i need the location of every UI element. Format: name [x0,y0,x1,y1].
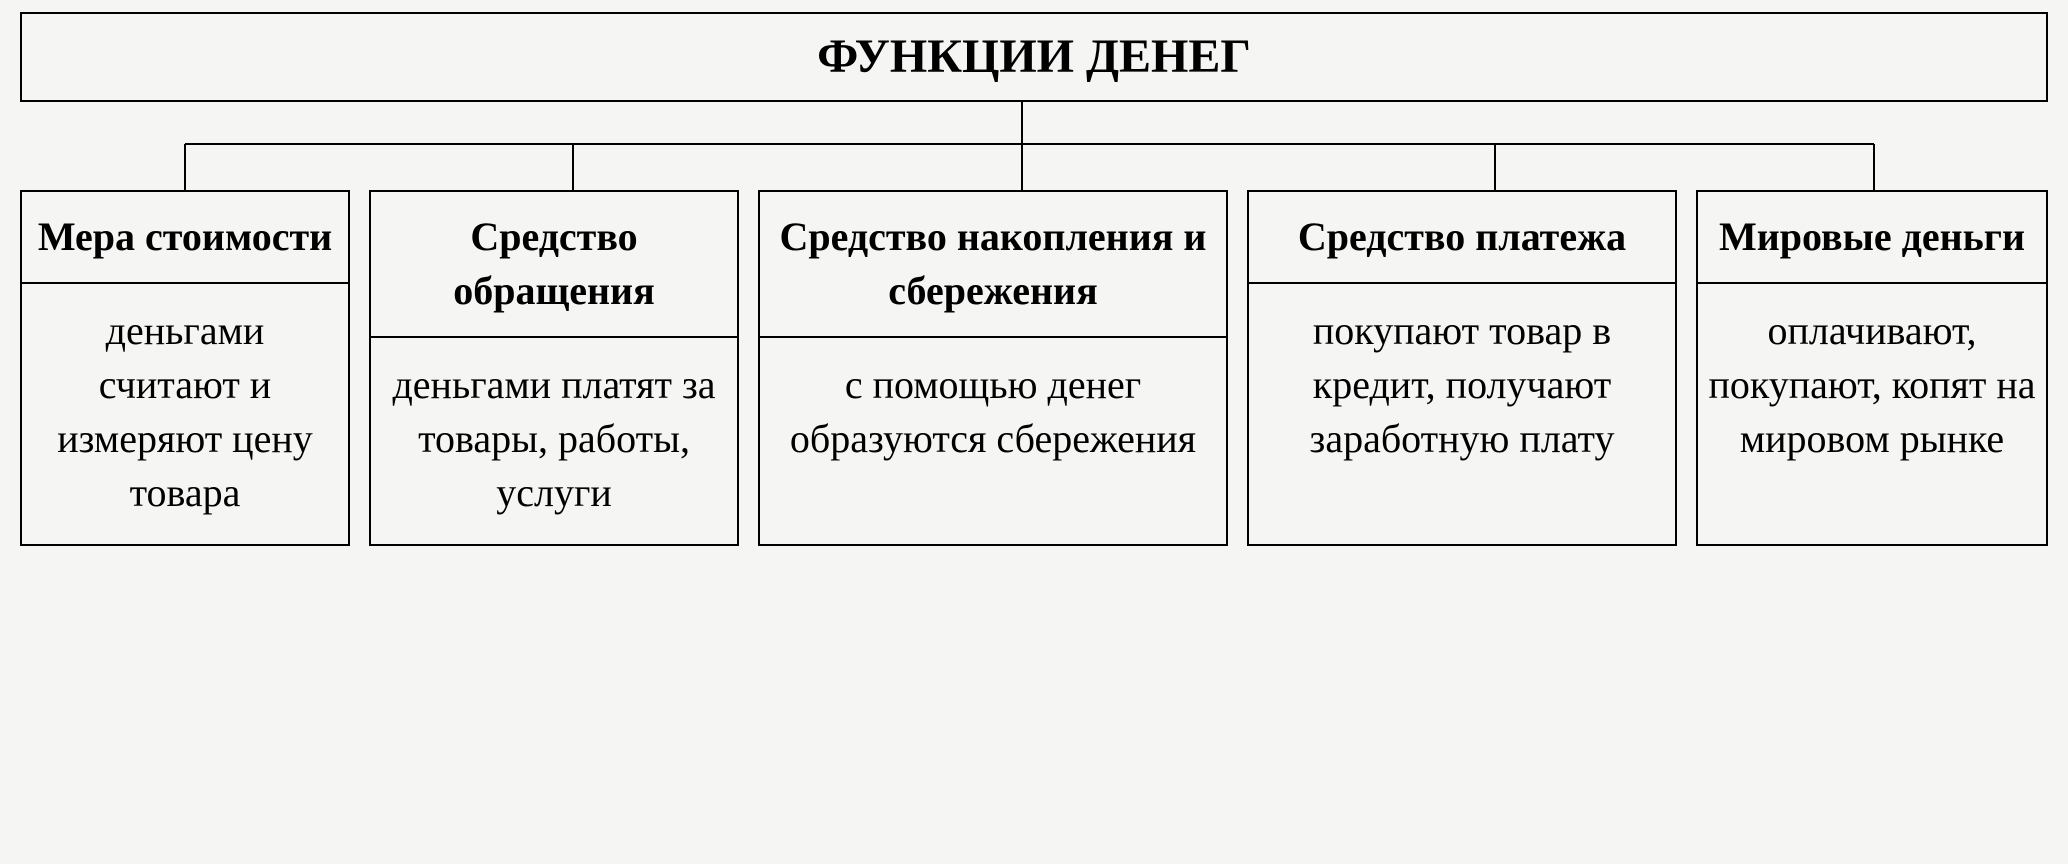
branch-header: Мера стоимости [22,192,348,284]
branches-row: Мера стоимости деньгами считают и измеря… [12,190,2056,546]
branch-payment: Средство платежа покупают товар в кредит… [1247,190,1677,546]
branch-body: деньгами считают и измеряют цену товара [22,284,348,544]
branch-body: оплачивают, покупают, копят на мировом р… [1698,284,2046,544]
branch-header: Средство накопления и сбережения [760,192,1226,338]
branch-body: с помощью денег образуются сбережения [760,338,1226,544]
diagram-title: ФУНКЦИИ ДЕНЕГ [20,12,2048,102]
money-functions-diagram: ФУНКЦИИ ДЕНЕГ Мера стоимости деньгами сч… [12,12,2056,852]
branch-circulation: Средство обращения деньгами платят за то… [369,190,739,546]
branch-header: Средство обращения [371,192,737,338]
branch-header: Средство платежа [1249,192,1675,284]
branch-accumulation: Средство накопления и сбережения с помощ… [758,190,1228,546]
branch-measure-of-value: Мера стоимости деньгами считают и измеря… [20,190,350,546]
branch-world-money: Мировые деньги оплачивают, покупают, коп… [1696,190,2048,546]
connector-lines [12,102,2056,190]
branch-body: деньгами платят за товары, работы, услуг… [371,338,737,544]
branch-header: Мировые деньги [1698,192,2046,284]
branch-body: покупают товар в кредит, получают зарабо… [1249,284,1675,544]
